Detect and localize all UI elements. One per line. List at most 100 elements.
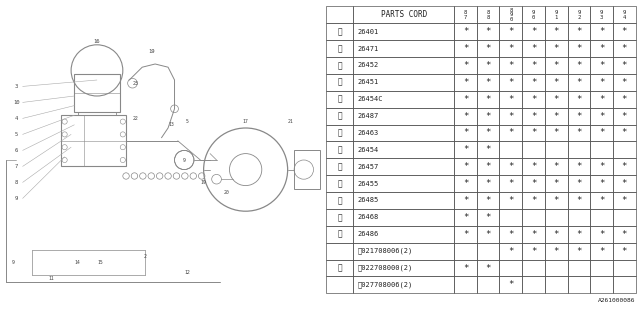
Bar xyxy=(326,226,353,243)
Text: *: * xyxy=(554,128,559,138)
Text: *: * xyxy=(599,230,604,239)
Text: *: * xyxy=(621,162,627,171)
Bar xyxy=(353,23,454,40)
Text: ④: ④ xyxy=(337,78,342,87)
Text: ⑤: ⑤ xyxy=(337,95,342,104)
Text: *: * xyxy=(508,196,513,205)
Text: 3: 3 xyxy=(15,84,18,89)
Text: *: * xyxy=(486,128,491,138)
Bar xyxy=(477,57,499,74)
Bar xyxy=(545,108,568,124)
Bar xyxy=(568,124,590,141)
Text: 9
3: 9 3 xyxy=(600,10,603,20)
Bar xyxy=(522,124,545,141)
Bar xyxy=(326,141,353,158)
Text: *: * xyxy=(463,112,468,121)
Text: ⓝ027708006(2): ⓝ027708006(2) xyxy=(358,282,413,288)
Text: *: * xyxy=(463,78,468,87)
Bar xyxy=(545,260,568,276)
Bar xyxy=(477,6,499,23)
Bar xyxy=(326,91,353,108)
Text: *: * xyxy=(599,27,604,36)
Bar xyxy=(353,108,454,124)
Text: 9
1: 9 1 xyxy=(555,10,558,20)
Text: *: * xyxy=(621,44,627,53)
Text: *: * xyxy=(486,162,491,171)
Text: *: * xyxy=(508,44,513,53)
Text: ⑩: ⑩ xyxy=(337,179,342,188)
Text: 9: 9 xyxy=(183,157,186,163)
Text: *: * xyxy=(554,61,559,70)
Text: 22: 22 xyxy=(133,116,139,121)
Bar xyxy=(568,243,590,260)
Text: *: * xyxy=(621,247,627,256)
Text: *: * xyxy=(508,247,513,256)
Bar xyxy=(568,74,590,91)
Text: *: * xyxy=(621,27,627,36)
Text: *: * xyxy=(599,128,604,138)
Text: *: * xyxy=(463,162,468,171)
Bar xyxy=(613,74,636,91)
Bar xyxy=(499,57,522,74)
Bar xyxy=(613,276,636,293)
Bar xyxy=(568,192,590,209)
Text: 26454: 26454 xyxy=(358,147,379,153)
Bar xyxy=(590,192,613,209)
Bar xyxy=(326,260,353,276)
Bar xyxy=(545,276,568,293)
Bar xyxy=(353,226,454,243)
Bar xyxy=(545,243,568,260)
Bar xyxy=(477,124,499,141)
Bar xyxy=(613,124,636,141)
Bar xyxy=(522,276,545,293)
Bar xyxy=(477,158,499,175)
Text: *: * xyxy=(531,128,536,138)
Bar xyxy=(499,23,522,40)
Bar xyxy=(454,23,477,40)
Text: 9
2: 9 2 xyxy=(577,10,580,20)
Bar xyxy=(477,91,499,108)
Text: A261000086: A261000086 xyxy=(598,298,636,303)
Bar xyxy=(499,226,522,243)
Bar xyxy=(568,158,590,175)
Bar xyxy=(613,260,636,276)
Text: 5: 5 xyxy=(186,119,189,124)
Bar xyxy=(353,40,454,57)
Text: ⑫: ⑫ xyxy=(337,213,342,222)
Bar xyxy=(590,260,613,276)
Bar xyxy=(477,23,499,40)
Bar xyxy=(326,192,353,209)
Bar xyxy=(353,141,454,158)
Text: 10: 10 xyxy=(13,100,19,105)
Text: *: * xyxy=(621,196,627,205)
Bar xyxy=(522,226,545,243)
Text: *: * xyxy=(508,162,513,171)
Text: *: * xyxy=(508,95,513,104)
Text: *: * xyxy=(486,230,491,239)
Text: 26487: 26487 xyxy=(358,113,379,119)
Bar xyxy=(326,57,353,74)
Text: 26457: 26457 xyxy=(358,164,379,170)
Text: *: * xyxy=(531,44,536,53)
Bar xyxy=(477,226,499,243)
Bar xyxy=(326,40,353,57)
Text: *: * xyxy=(531,247,536,256)
Bar xyxy=(326,158,353,175)
Bar xyxy=(326,124,353,141)
Bar xyxy=(545,6,568,23)
Bar xyxy=(568,141,590,158)
Bar xyxy=(499,124,522,141)
Text: *: * xyxy=(508,78,513,87)
Bar xyxy=(477,141,499,158)
Bar xyxy=(499,243,522,260)
Text: *: * xyxy=(576,61,582,70)
Bar xyxy=(353,192,454,209)
Bar xyxy=(568,57,590,74)
Bar xyxy=(353,6,454,23)
Bar xyxy=(499,40,522,57)
Bar xyxy=(545,91,568,108)
Text: 19: 19 xyxy=(148,49,155,54)
Bar xyxy=(522,91,545,108)
Text: *: * xyxy=(463,264,468,273)
Bar xyxy=(477,209,499,226)
